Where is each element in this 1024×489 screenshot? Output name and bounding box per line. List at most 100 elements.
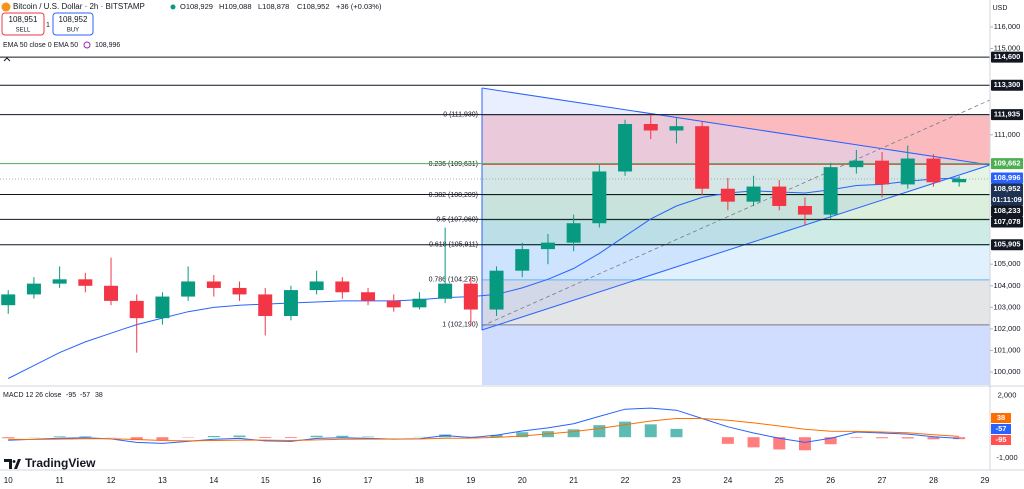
candle-body: [335, 281, 350, 293]
macd-histogram-bar: [516, 432, 529, 438]
candle-body: [772, 186, 787, 206]
ema-legend: EMA 50 close 0 EMA 50: [3, 42, 78, 49]
price-axis-box: [991, 239, 1023, 251]
ohlc-value: O108,929: [180, 2, 213, 11]
price-axis-box-label: 108,952: [993, 184, 1020, 193]
buy-button[interactable]: [52, 12, 94, 36]
macd-histogram-bar: [207, 435, 220, 438]
candle-body: [283, 290, 298, 316]
candle-body: [489, 270, 504, 310]
ohlc-value: H109,088: [219, 2, 252, 11]
buy-label: BUY: [67, 28, 79, 34]
x-tick-label: 15: [261, 476, 270, 485]
ohlc-value: C108,952: [297, 2, 330, 11]
candle-body: [26, 283, 41, 295]
macd-legend: MACD 12 26 close: [3, 392, 61, 399]
y-tick-label: 102,000: [993, 324, 1020, 333]
y-tick-label: 100,000: [993, 367, 1020, 376]
y-tick-label: 105,000: [993, 259, 1020, 268]
macd-histogram-bar: [53, 436, 66, 438]
y-tick-label: 115,000: [994, 44, 1021, 53]
brand-name: TradingView: [25, 456, 96, 470]
x-tick-label: 28: [929, 476, 938, 485]
triangle-fill: [482, 88, 990, 330]
candle-body: [515, 249, 530, 271]
macd-histogram-bar: [336, 435, 349, 438]
price-axis-box: [991, 183, 1023, 206]
candle-body: [232, 287, 247, 295]
sell-price: 108,951: [9, 15, 38, 24]
collapse-toggle[interactable]: [3, 57, 11, 62]
fib-label: 0.5 (107,060): [436, 217, 478, 224]
currency-label: USD: [993, 5, 1008, 12]
candle-body: [797, 205, 812, 215]
macd-histogram-bar: [644, 424, 657, 438]
fib-band: [482, 244, 990, 280]
fib-band: [482, 324, 990, 385]
candle-body: [309, 281, 324, 291]
macd-histogram-bar: [927, 437, 940, 440]
candle-body: [823, 167, 838, 215]
x-tick-label: 18: [415, 476, 424, 485]
macd-histogram-bar: [490, 434, 503, 438]
macd-axis-box: [991, 435, 1011, 445]
candle-body: [1, 294, 16, 306]
macd-histogram-bar: [747, 437, 760, 448]
macd-axis-box-label: -57: [996, 424, 1007, 433]
macd-histogram-bar: [824, 437, 837, 445]
x-tick-label: 14: [209, 476, 218, 485]
macd-histogram-bar: [593, 425, 606, 438]
trend-dashed: [481, 99, 991, 327]
ohlc-value: +36 (+0.03%): [336, 2, 382, 11]
chart-title: Bitcoin / U.S. Dollar · 2h · BITSTAMP: [13, 2, 145, 11]
signal-line: [8, 418, 960, 442]
fib-band: [482, 279, 990, 325]
macd-histogram-bar: [876, 437, 889, 439]
candle-body: [463, 283, 478, 310]
y-tick-label: 103,000: [993, 302, 1020, 311]
candle-body: [875, 160, 890, 185]
candle-body: [695, 126, 710, 189]
candle-body: [720, 188, 735, 202]
macd-line: [8, 407, 960, 444]
candle-body: [540, 242, 555, 250]
candle-body: [155, 296, 170, 319]
y-tick-label: 111,000: [994, 130, 1020, 139]
macd-histogram-bar: [721, 437, 734, 444]
macd-y-tick-label: -1,000: [996, 453, 1017, 462]
x-tick-label: 29: [980, 476, 989, 485]
candle-body: [952, 178, 967, 183]
candle-body: [78, 279, 93, 286]
price-axis-box: [991, 109, 1023, 121]
candle-body: [618, 124, 633, 172]
candle-body: [849, 160, 864, 168]
price-axis-box: [991, 79, 1023, 91]
x-tick-label: 16: [312, 476, 321, 485]
candle-body: [926, 158, 941, 183]
fib-label: 0.236 (109,631): [429, 161, 478, 168]
candle-body: [412, 298, 427, 308]
macd-histogram-bar: [567, 429, 580, 438]
x-tick-label: 26: [826, 476, 835, 485]
price-axis-box-label: 109,662: [993, 159, 1020, 168]
spread: 1: [46, 22, 50, 29]
macd-histogram-bar: [310, 435, 323, 438]
fib-band: [482, 219, 990, 245]
macd-histogram-bar: [130, 437, 143, 441]
macd-histogram-bar: [79, 436, 92, 438]
price-axis-box-label: 108,996: [993, 173, 1020, 182]
candle-body: [592, 171, 607, 224]
triangle-edge: [481, 164, 991, 331]
candle-body: [181, 281, 196, 297]
symbol-icon: [1, 2, 11, 12]
sell-button[interactable]: [1, 12, 45, 36]
candle-body: [361, 292, 376, 301]
candle-body: [746, 186, 761, 202]
candle-body: [104, 285, 119, 301]
x-tick-label: 25: [775, 476, 784, 485]
price-axis-box: [991, 216, 1023, 228]
x-tick-label: 24: [723, 476, 732, 485]
price-axis-box-label: 111,935: [994, 110, 1020, 119]
